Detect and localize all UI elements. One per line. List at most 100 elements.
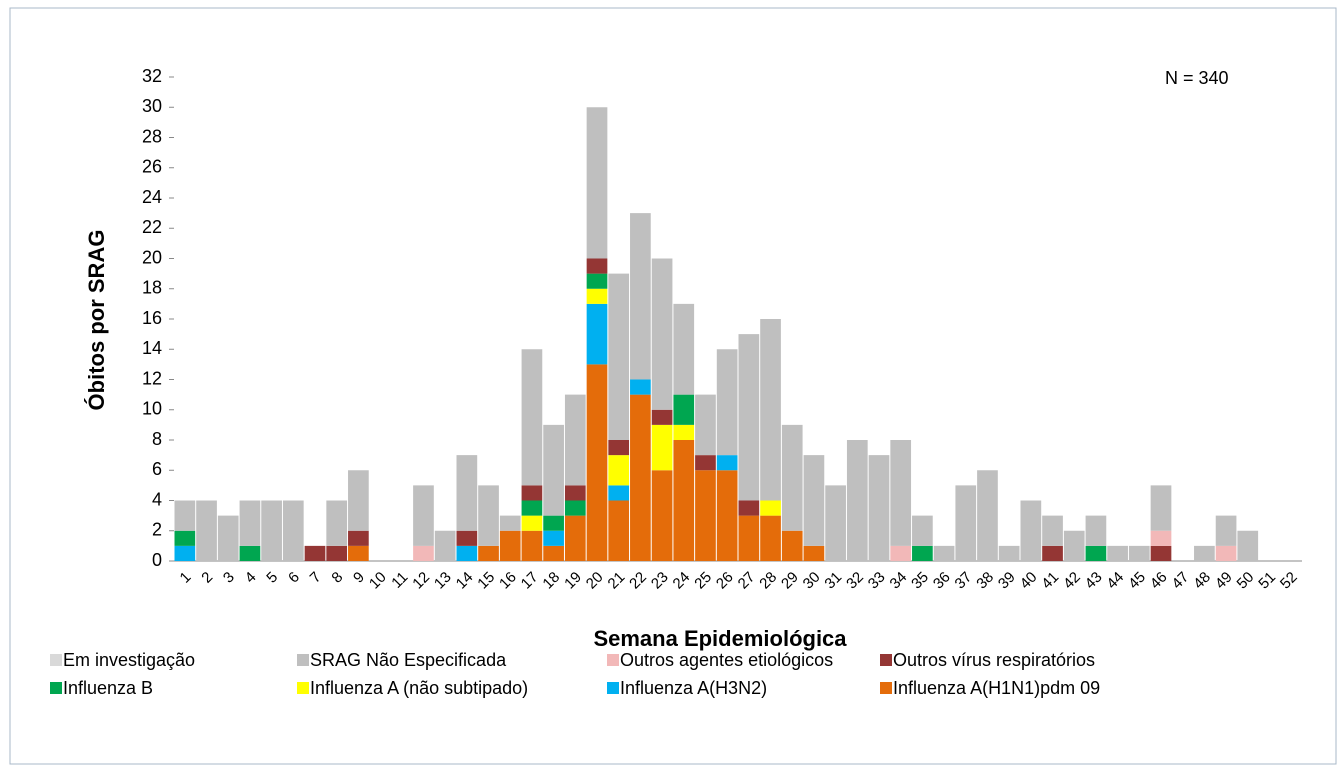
bar-segment	[630, 394, 651, 561]
x-tick-label: 20	[583, 569, 607, 593]
x-tick-label: 44	[1103, 569, 1127, 593]
y-tick-label: 8	[152, 429, 162, 449]
y-tick-label: 12	[142, 368, 162, 388]
frame	[9, 7, 1337, 765]
y-axis-title: Óbitos por SRAG	[84, 230, 109, 411]
bar-segment	[586, 303, 608, 365]
bar-segment	[716, 470, 738, 561]
x-tick-label: 52	[1277, 569, 1301, 593]
y-tick-label: 26	[142, 157, 162, 177]
x-tick-label: 17	[518, 569, 542, 593]
bar-segment	[499, 530, 521, 561]
bar-segment	[586, 364, 608, 561]
legend-swatch	[50, 654, 62, 666]
bar-segment	[521, 530, 543, 561]
x-axis-title: Semana Epidemiológica	[593, 626, 847, 651]
bar-segment	[673, 303, 695, 395]
bar-segment	[912, 545, 933, 561]
x-tick-label: 25	[691, 569, 715, 593]
bar-segment	[174, 545, 196, 561]
bar-segment	[543, 515, 564, 531]
y-tick-label: 16	[142, 308, 162, 328]
bar-segment	[803, 545, 825, 561]
x-tick-label: 1	[177, 569, 195, 587]
bar-segment	[1020, 500, 1042, 561]
bar-segment	[868, 455, 890, 561]
bar-segment	[1063, 530, 1085, 561]
x-tick-label: 39	[995, 569, 1019, 593]
y-tick-label: 2	[152, 520, 162, 540]
bar-segment	[738, 334, 760, 501]
x-tick-label: 45	[1125, 569, 1149, 593]
bar-segment	[846, 440, 868, 561]
bar-segment	[781, 424, 803, 531]
bar-segment	[217, 515, 239, 561]
x-tick-label: 49	[1212, 569, 1236, 593]
x-tick-label: 32	[843, 569, 867, 593]
bar-segment	[521, 515, 543, 531]
legend-label: Influenza A(H1N1)pdm 09	[893, 678, 1100, 698]
x-tick-label: 42	[1060, 569, 1084, 593]
bar-segment	[651, 409, 673, 425]
bar-segment	[261, 500, 282, 561]
x-tick-label: 10	[366, 569, 390, 593]
bar-segment	[326, 545, 348, 561]
bar-segment	[651, 424, 673, 471]
legend-label: Outros vírus respiratórios	[893, 650, 1095, 670]
bar-segment	[716, 455, 738, 471]
bar-segment	[478, 485, 499, 546]
x-tick-label: 51	[1255, 569, 1279, 593]
bar-segment	[521, 349, 543, 486]
x-tick-label: 24	[670, 569, 694, 593]
bar-segment	[564, 515, 586, 561]
bar-segment	[478, 545, 499, 561]
bar-segment	[716, 349, 738, 456]
bar-segment	[456, 530, 478, 546]
x-tick-label: 46	[1147, 569, 1171, 593]
bar-segment	[326, 500, 348, 546]
bar-segment	[1085, 515, 1107, 546]
bar-segment	[803, 455, 825, 546]
x-tick-label: 30	[800, 569, 824, 593]
bar-segment	[781, 530, 803, 561]
x-tick-label: 36	[930, 569, 954, 593]
bar-segment	[1150, 485, 1172, 531]
legend-swatch	[607, 682, 619, 694]
legend-label: Influenza A (não subtipado)	[310, 678, 528, 698]
bar-segment	[1128, 545, 1150, 561]
y-tick-label: 4	[152, 489, 162, 509]
y-tick-label: 28	[142, 126, 162, 146]
bar-segment	[998, 545, 1020, 561]
y-tick-label: 30	[142, 96, 162, 116]
legend-swatch	[297, 682, 309, 694]
bar-segment	[608, 500, 630, 561]
bar-segment	[673, 440, 695, 561]
bar-segment	[695, 394, 716, 456]
x-tick-label: 28	[756, 569, 780, 593]
x-tick-label: 50	[1234, 569, 1258, 593]
x-tick-label: 6	[285, 569, 303, 587]
bar-segment	[521, 500, 543, 516]
legend-swatch	[297, 654, 309, 666]
bar-segment	[239, 545, 261, 561]
x-tick-label: 18	[539, 569, 563, 593]
x-tick-label: 21	[605, 569, 629, 593]
bar-segment	[1150, 545, 1172, 561]
bar-segment	[586, 288, 608, 304]
bar-segment	[282, 500, 304, 561]
legend-label: Outros agentes etiológicos	[620, 650, 833, 670]
y-tick-label: 10	[142, 399, 162, 419]
bar-segment	[738, 500, 760, 516]
x-tick-label: 43	[1082, 569, 1106, 593]
bar-segment	[651, 470, 673, 561]
x-tick-label: 11	[388, 569, 411, 592]
legend-label: Em investigação	[63, 650, 195, 670]
bar-segment	[760, 500, 781, 516]
x-tick-label: 22	[626, 569, 650, 593]
annotation: N = 340	[1165, 68, 1229, 88]
x-tick-label: 38	[973, 569, 997, 593]
bar-segment	[543, 424, 564, 516]
bar-segment	[630, 379, 651, 395]
bar-segment	[760, 515, 781, 561]
